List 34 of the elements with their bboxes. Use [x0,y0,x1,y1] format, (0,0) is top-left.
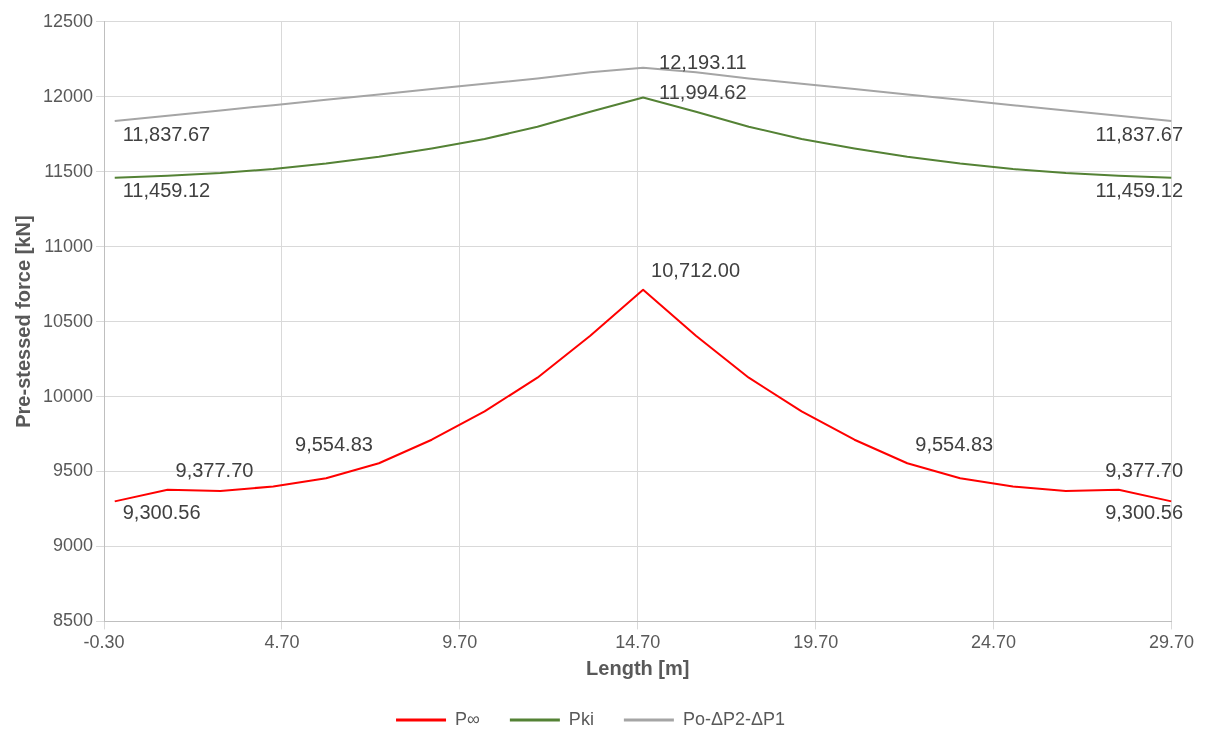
data-label: 11,994.62 [659,81,747,104]
data-label: 9,554.83 [295,432,373,455]
data-label: 11,459.12 [1095,179,1184,202]
y-axis-title: Pre-stessed force [kN] [11,215,34,428]
data-label: 12,193.11 [659,51,747,74]
y-tick-label: 10500 [42,310,94,331]
data-label: 10,712.00 [651,259,741,282]
x-tick-label: 14.70 [615,632,661,653]
data-label: 9,300.56 [122,500,201,523]
x-tick-label: 9.70 [442,632,478,653]
legend-label: Pki [568,708,594,729]
x-tick-label: -0.30 [83,632,125,653]
y-tick-label: 12000 [42,85,94,106]
data-label: 9,300.56 [1105,500,1184,523]
legend-label: P∞ [455,708,481,729]
x-axis-title: Length [m] [586,656,690,679]
data-label: 9,377.70 [175,459,254,482]
data-label: 9,377.70 [1105,459,1184,482]
data-label: 11,837.67 [1095,122,1184,145]
x-tick-label: 4.70 [264,632,300,653]
y-tick-label: 11000 [44,235,94,256]
y-tick-label: 8500 [53,610,94,631]
y-tick-label: 10000 [42,385,94,406]
data-label: 11,459.12 [122,179,211,202]
x-tick-label: 29.70 [1148,632,1194,653]
y-tick-label: 11500 [44,160,94,181]
x-tick-label: 19.70 [793,632,839,653]
y-tick-label: 9000 [53,535,94,556]
data-label: 9,554.83 [915,432,994,455]
y-tick-label: 12500 [42,10,94,31]
legend-label: Po-ΔP2-ΔP1 [682,708,785,729]
x-tick-label: 24.70 [971,632,1017,653]
data-label: 11,837.67 [122,122,211,145]
y-tick-label: 9500 [53,460,94,481]
